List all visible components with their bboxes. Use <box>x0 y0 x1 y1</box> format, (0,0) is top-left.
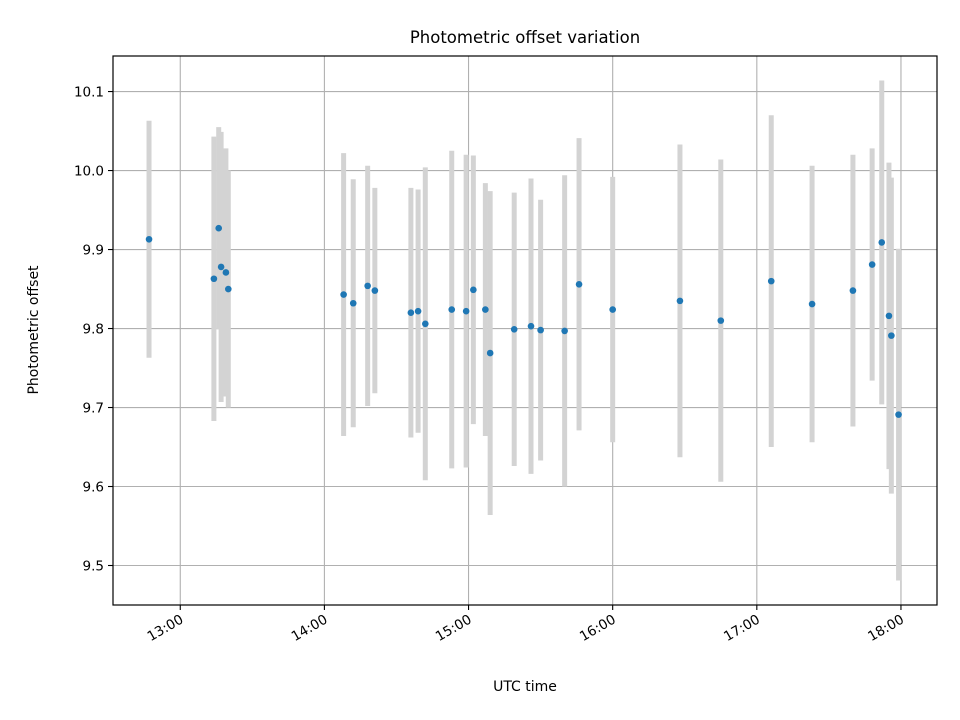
data-point <box>895 411 902 418</box>
data-point <box>676 297 684 305</box>
data-point <box>849 287 857 294</box>
y-tick-label: 10.0 <box>74 164 104 180</box>
data-point <box>222 269 230 276</box>
y-axis-title: Photometric offset <box>26 265 42 395</box>
data-point <box>482 306 489 313</box>
data-points <box>145 224 902 418</box>
data-point <box>888 332 895 339</box>
data-point <box>414 307 422 315</box>
plot-frame <box>112 55 938 606</box>
data-point <box>364 282 371 290</box>
data-point <box>371 287 379 294</box>
data-point <box>145 235 153 243</box>
data-point <box>527 322 535 330</box>
data-point <box>448 306 456 313</box>
y-tick-label: 9.8 <box>83 322 104 338</box>
data-point <box>808 300 816 308</box>
chart-title: Photometric offset variation <box>410 28 640 47</box>
data-point <box>767 277 775 285</box>
data-point <box>225 285 232 293</box>
data-point <box>407 309 415 317</box>
data-point <box>340 291 347 298</box>
data-point <box>885 312 893 320</box>
y-tick-label: 9.6 <box>83 480 104 496</box>
data-point <box>537 326 544 334</box>
data-point <box>561 327 568 335</box>
data-point <box>510 326 518 333</box>
data-point <box>462 307 470 315</box>
data-point <box>609 306 616 313</box>
y-tick-label: 9.9 <box>83 243 104 259</box>
data-point <box>717 317 725 324</box>
data-point <box>575 280 583 288</box>
data-point <box>210 275 218 283</box>
data-point <box>878 239 886 246</box>
data-point <box>217 263 225 271</box>
y-tick-label: 9.7 <box>83 401 104 417</box>
y-tick-label: 9.5 <box>83 559 104 575</box>
data-point <box>349 299 357 307</box>
data-point <box>868 261 876 268</box>
x-axis-title: UTC time <box>493 679 557 695</box>
data-point <box>470 286 477 294</box>
y-tick-label: 10.1 <box>74 85 104 101</box>
data-point <box>486 349 494 357</box>
data-point <box>422 320 429 328</box>
data-point <box>215 224 223 232</box>
